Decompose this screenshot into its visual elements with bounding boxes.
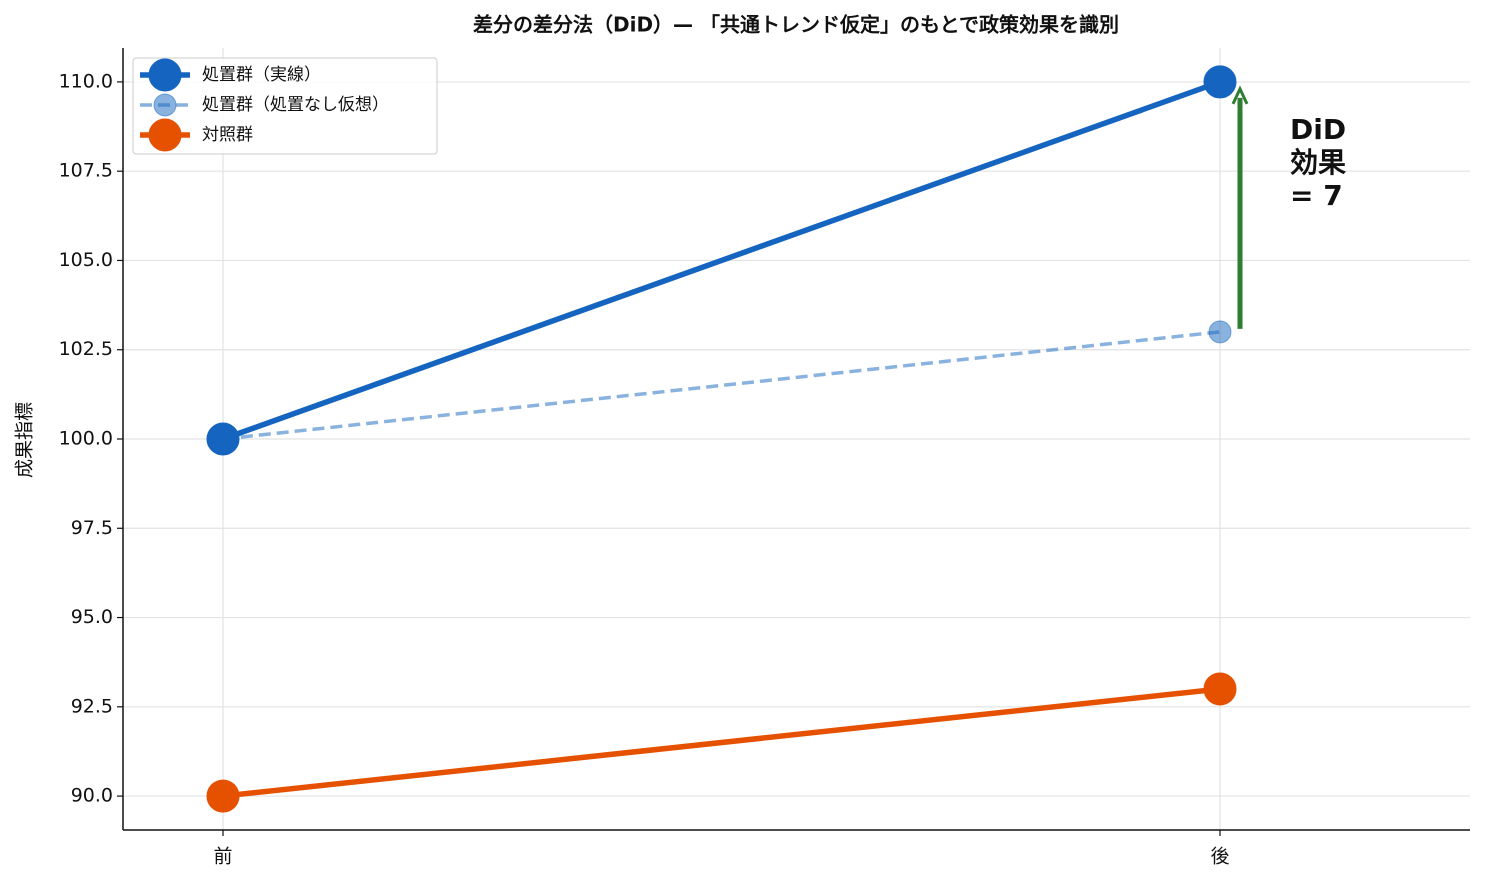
series-line xyxy=(222,686,1221,799)
y-tick-label: 110.0 xyxy=(59,70,113,92)
legend-label: 処置群（処置なし仮想） xyxy=(202,95,389,115)
data-point xyxy=(1203,672,1237,706)
annotation-text: 効果 xyxy=(1290,146,1346,179)
legend-label: 処置群（実線） xyxy=(202,65,321,85)
x-tick-label: 後 xyxy=(1210,846,1229,868)
y-tick-label: 97.5 xyxy=(71,517,113,539)
y-tick-label: 95.0 xyxy=(71,606,113,628)
legend: 処置群（実線） 処置群（処置なし仮想） 対照群 xyxy=(132,57,438,155)
legend-label: 対照群 xyxy=(202,125,253,145)
y-tick-label: 100.0 xyxy=(59,428,113,450)
data-point xyxy=(1208,320,1232,344)
legend-marker xyxy=(153,93,177,117)
data-point xyxy=(206,779,240,813)
series-line xyxy=(222,330,1221,441)
x-tick-label: 前 xyxy=(213,846,232,868)
annotation-text: DiD xyxy=(1290,113,1346,146)
annotation-text: = 7 xyxy=(1290,179,1343,212)
chart-title: 差分の差分法（DiD）— 「共通トレンド仮定」のもとで政策効果を識別 xyxy=(473,13,1119,37)
legend-box xyxy=(132,57,438,155)
y-tick-label: 107.5 xyxy=(59,160,113,182)
legend-marker xyxy=(148,58,182,92)
y-tick-label: 92.5 xyxy=(71,695,113,717)
y-tick-label: 102.5 xyxy=(59,338,113,360)
y-tick-label: 105.0 xyxy=(59,249,113,271)
y-axis-label: 成果指標 xyxy=(14,402,36,478)
y-tick-label: 90.0 xyxy=(71,785,113,807)
legend-marker xyxy=(148,118,182,152)
data-point xyxy=(1203,65,1237,99)
series-line xyxy=(222,79,1221,442)
annotation-arrowhead xyxy=(1231,85,1249,105)
data-point xyxy=(206,422,240,456)
